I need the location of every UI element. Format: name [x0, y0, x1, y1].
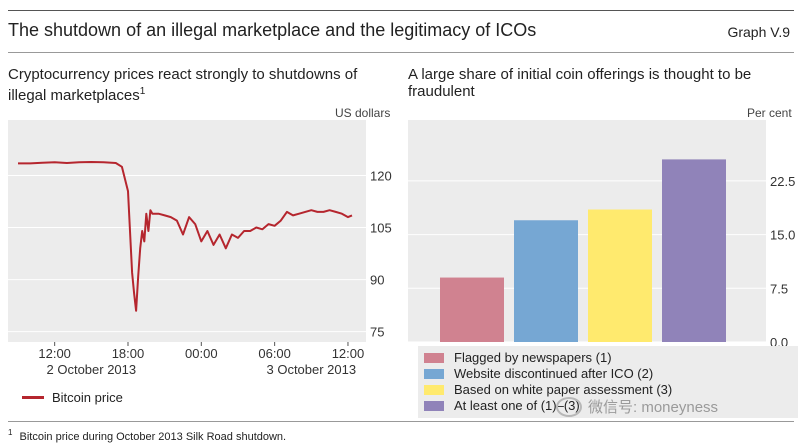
legend-swatch-2 — [424, 384, 444, 395]
legend-swatch-1 — [424, 368, 444, 379]
right-ytick-label: 22.5 — [770, 174, 795, 189]
right-panel-title: A large share of initial coin offerings … — [408, 66, 751, 100]
title-rule — [8, 52, 794, 53]
legend-item-3: At least one of (1)–(3) — [424, 398, 580, 413]
left-xtick-label: 00:00 — [185, 346, 218, 361]
right-panel-title-line1: A large share of initial coin offerings … — [408, 66, 752, 83]
legend-item-1: Website discontinued after ICO (2) — [424, 366, 653, 381]
wechat-icon — [556, 396, 582, 417]
left-plot-area — [8, 120, 366, 342]
right-panel-title-line2: fraudulent — [408, 83, 475, 100]
ico-bar-0 — [440, 277, 504, 342]
legend-line-swatch — [22, 396, 44, 399]
legend-swatch-3 — [424, 400, 444, 411]
legend-label-0: Flagged by newspapers (1) — [454, 350, 612, 365]
left-ytick-label: 90 — [370, 273, 384, 288]
ico-bar-3 — [662, 159, 726, 342]
left-ytick-label: 120 — [370, 169, 392, 184]
right-ytick-label: 15.0 — [770, 228, 795, 243]
bitcoin-price-line — [18, 161, 353, 312]
footnote: 1 Bitcoin price during October 2013 Silk… — [8, 428, 286, 443]
watermark-text: 微信号: moneyness — [588, 399, 719, 416]
legend-label-3: At least one of (1)–(3) — [454, 398, 580, 413]
legend-label-1: Website discontinued after ICO (2) — [454, 366, 654, 381]
footnote-marker: 1 — [8, 428, 13, 437]
left-ytick-label: 75 — [370, 325, 384, 340]
graph-title: The shutdown of an illegal marketplace a… — [8, 20, 537, 40]
watermark: 微信号: moneyness — [556, 396, 718, 417]
footnote-rule — [8, 421, 794, 422]
left-xtick-label: 12:00 — [332, 346, 365, 361]
right-ytick-label: 7.5 — [770, 281, 788, 296]
legend-item-0: Flagged by newspapers (1) — [424, 350, 612, 365]
footnote-text: Bitcoin price during October 2013 Silk R… — [19, 430, 287, 443]
left-panel-title: Cryptocurrency prices react strongly to … — [8, 66, 357, 104]
left-xtick-label: 06:00 — [258, 346, 291, 361]
legend-bitcoin-label: Bitcoin price — [52, 390, 123, 405]
ico-bar-2 — [588, 209, 652, 342]
ico-bar-1 — [514, 220, 578, 342]
left-date-label: 3 October 2013 — [266, 362, 356, 377]
legend-label-2: Based on white paper assessment (3) — [454, 382, 673, 397]
graph-number: Graph V.9 — [727, 24, 790, 40]
left-date-label: 2 October 2013 — [47, 362, 137, 377]
left-ytick-label: 105 — [370, 221, 392, 236]
left-panel-footnote-marker: 1 — [139, 86, 146, 97]
left-panel-title-line1: Cryptocurrency prices react strongly to … — [8, 66, 358, 83]
left-panel-title-line2: illegal marketplaces — [8, 87, 140, 104]
right-unit-label: Per cent — [747, 106, 792, 120]
legend-item-2: Based on white paper assessment (3) — [424, 382, 672, 397]
left-legend: Bitcoin price — [22, 390, 123, 405]
legend-swatch-0 — [424, 352, 444, 363]
left-xtick-label: 18:00 — [112, 346, 145, 361]
left-unit-label: US dollars — [335, 106, 391, 120]
top-rule — [8, 10, 794, 11]
left-xtick-label: 12:00 — [38, 346, 71, 361]
right-legend: Flagged by newspapers (1) Website discon… — [418, 346, 798, 418]
